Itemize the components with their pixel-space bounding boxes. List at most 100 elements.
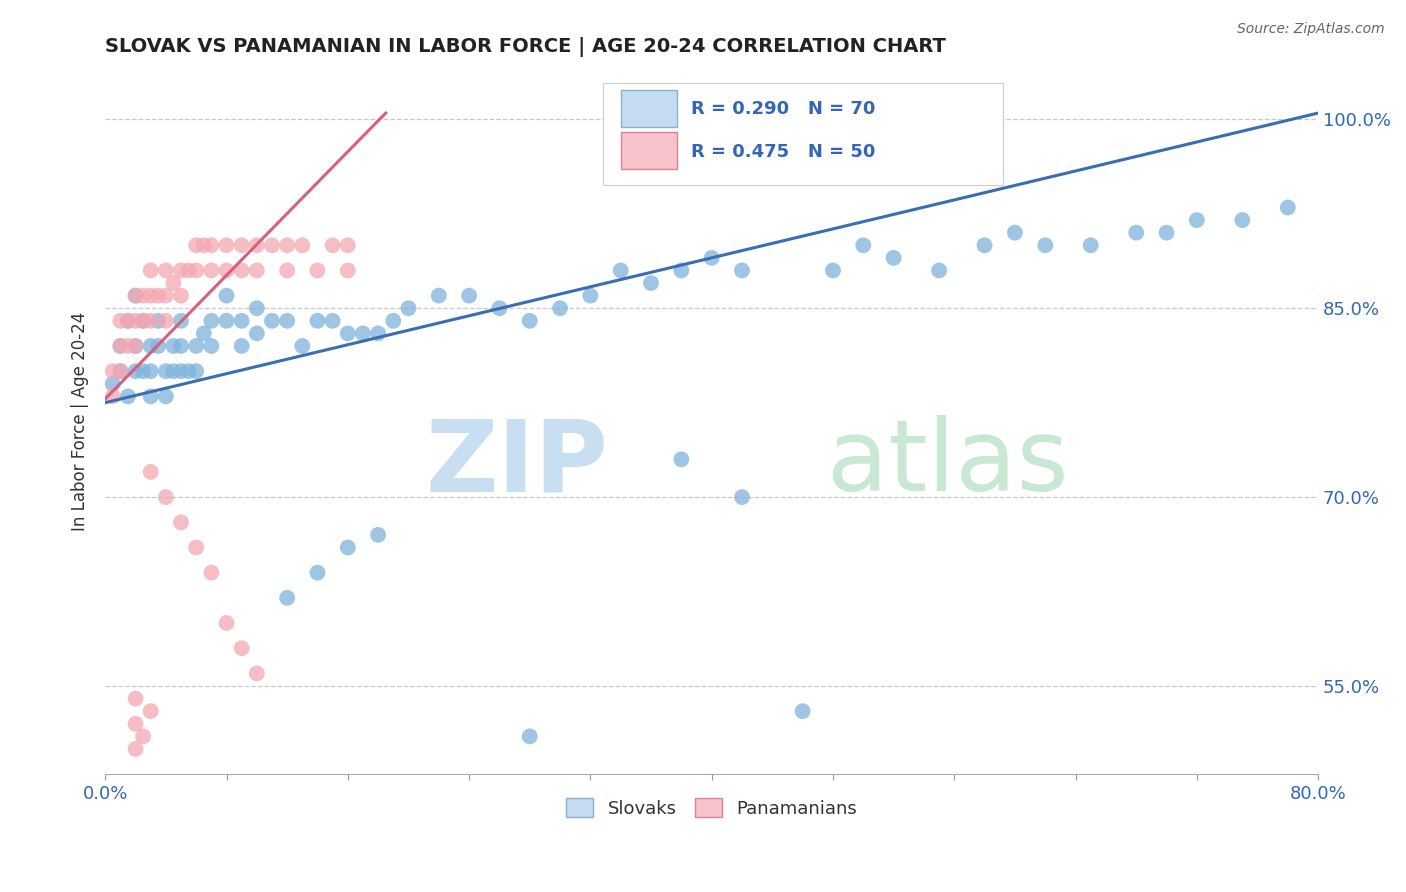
Point xyxy=(139,263,162,277)
Point xyxy=(548,301,571,316)
Point xyxy=(792,704,814,718)
Point xyxy=(1156,226,1178,240)
Point xyxy=(246,666,269,681)
Point xyxy=(162,339,184,353)
Point xyxy=(382,314,405,328)
Text: R = 0.475   N = 50: R = 0.475 N = 50 xyxy=(692,144,876,161)
Point xyxy=(110,364,132,378)
Point xyxy=(519,314,541,328)
Point xyxy=(519,730,541,744)
Point xyxy=(177,364,200,378)
Point xyxy=(640,276,662,290)
Point xyxy=(276,314,298,328)
Point xyxy=(458,288,481,302)
Point xyxy=(170,314,193,328)
Point xyxy=(155,263,177,277)
Point xyxy=(883,251,905,265)
Point xyxy=(322,238,344,252)
Point xyxy=(246,263,269,277)
Point xyxy=(170,288,193,302)
Point xyxy=(307,263,329,277)
Point xyxy=(336,263,359,277)
Point xyxy=(231,238,253,252)
Point xyxy=(132,314,155,328)
Point xyxy=(186,238,208,252)
Point xyxy=(200,263,222,277)
Point xyxy=(260,238,283,252)
Point xyxy=(352,326,374,341)
Point xyxy=(132,364,155,378)
Point xyxy=(193,238,215,252)
Point xyxy=(132,288,155,302)
Point xyxy=(307,314,329,328)
Point xyxy=(139,314,162,328)
Point xyxy=(200,238,222,252)
Point xyxy=(155,490,177,504)
Point xyxy=(200,339,222,353)
Point xyxy=(186,339,208,353)
Point xyxy=(124,691,146,706)
Point xyxy=(671,263,693,277)
Point xyxy=(367,528,389,542)
Point xyxy=(162,276,184,290)
Point xyxy=(124,314,146,328)
Point xyxy=(398,301,420,316)
Point xyxy=(148,314,170,328)
Point xyxy=(231,314,253,328)
Point xyxy=(148,339,170,353)
Point xyxy=(101,376,124,391)
Point xyxy=(336,238,359,252)
Point xyxy=(671,452,693,467)
Point xyxy=(731,490,754,504)
Point xyxy=(124,288,146,302)
Point xyxy=(215,238,238,252)
Point xyxy=(177,263,200,277)
Point xyxy=(155,389,177,403)
FancyBboxPatch shape xyxy=(620,132,676,169)
Point xyxy=(117,389,139,403)
Point xyxy=(307,566,329,580)
Point xyxy=(155,288,177,302)
Point xyxy=(139,364,162,378)
Point xyxy=(132,730,155,744)
Point xyxy=(200,566,222,580)
Text: Source: ZipAtlas.com: Source: ZipAtlas.com xyxy=(1237,22,1385,37)
Legend: Slovaks, Panamanians: Slovaks, Panamanians xyxy=(560,791,865,825)
Point xyxy=(139,465,162,479)
Point xyxy=(124,339,146,353)
Point xyxy=(246,326,269,341)
Point xyxy=(101,364,124,378)
Point xyxy=(821,263,844,277)
Point xyxy=(200,314,222,328)
Point xyxy=(124,716,146,731)
Y-axis label: In Labor Force | Age 20-24: In Labor Force | Age 20-24 xyxy=(72,312,89,531)
Point xyxy=(1033,238,1056,252)
Point xyxy=(1125,226,1147,240)
Point xyxy=(215,288,238,302)
Point xyxy=(110,339,132,353)
Point xyxy=(231,263,253,277)
Point xyxy=(117,314,139,328)
Text: ZIP: ZIP xyxy=(426,416,609,512)
Point xyxy=(186,364,208,378)
Point xyxy=(246,238,269,252)
Point xyxy=(124,742,146,756)
Point xyxy=(231,339,253,353)
Point xyxy=(260,314,283,328)
Point xyxy=(1080,238,1102,252)
Point xyxy=(139,704,162,718)
Point xyxy=(852,238,875,252)
Point xyxy=(117,339,139,353)
Point xyxy=(170,339,193,353)
Point xyxy=(124,339,146,353)
Point xyxy=(336,326,359,341)
Point xyxy=(973,238,995,252)
Point xyxy=(291,238,314,252)
Point xyxy=(162,364,184,378)
Point xyxy=(186,263,208,277)
Point xyxy=(124,364,146,378)
Point xyxy=(246,301,269,316)
Point xyxy=(117,314,139,328)
Point xyxy=(231,641,253,656)
Text: SLOVAK VS PANAMANIAN IN LABOR FORCE | AGE 20-24 CORRELATION CHART: SLOVAK VS PANAMANIAN IN LABOR FORCE | AG… xyxy=(105,37,946,57)
